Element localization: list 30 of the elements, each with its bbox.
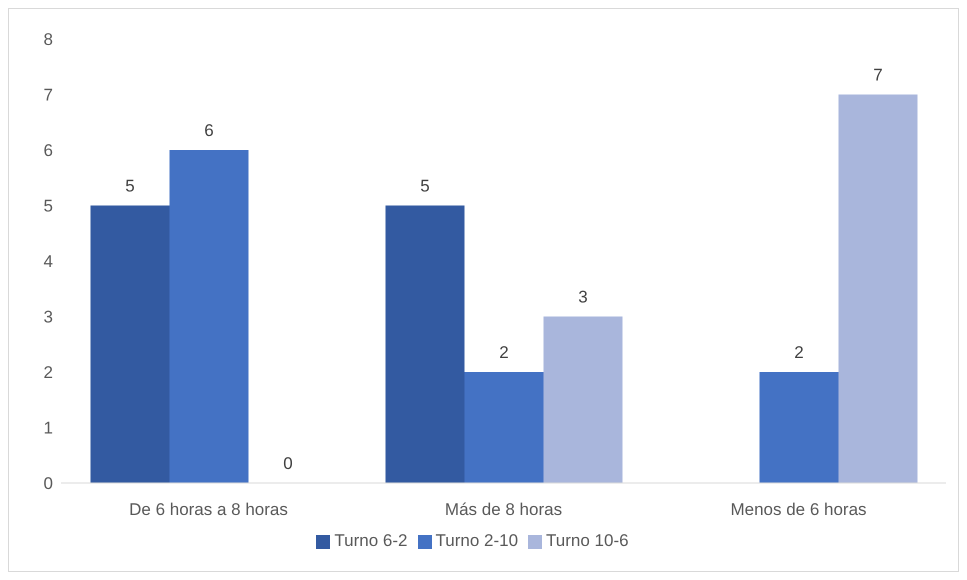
data-label: 2: [499, 343, 509, 362]
bar: [464, 372, 544, 483]
data-label: 0: [283, 454, 293, 473]
y-tick-label: 7: [44, 86, 53, 105]
y-tick-label: 2: [44, 363, 53, 382]
y-tick-label: 1: [44, 418, 53, 438]
legend-label: Turno 6-2: [334, 531, 408, 550]
x-tick-label: Menos de 6 horas: [730, 500, 867, 520]
data-label: 3: [578, 288, 588, 306]
data-label: 2: [794, 343, 804, 362]
data-label: 5: [420, 176, 430, 196]
y-tick-label: 6: [44, 141, 53, 160]
bar: [838, 94, 918, 483]
legend-label: Turno 2-10: [436, 531, 518, 550]
bar: [90, 206, 170, 483]
legend-label: Turno 10-6: [546, 531, 629, 550]
y-tick-label: 3: [44, 308, 53, 327]
y-tick-label: 8: [44, 30, 53, 50]
bar: [170, 150, 248, 483]
x-tick-label: Más de 8 horas: [444, 500, 562, 520]
data-label: 7: [873, 66, 883, 84]
bar: [760, 372, 838, 483]
y-tick-label: 0: [44, 474, 53, 494]
y-tick-label: 5: [44, 196, 53, 216]
x-tick-label: De 6 horas a 8 horas: [129, 500, 288, 520]
data-label: 6: [204, 121, 214, 140]
bar: [544, 316, 622, 483]
y-tick-label: 4: [44, 252, 53, 272]
bar: [386, 206, 464, 483]
data-label: 5: [125, 176, 135, 196]
